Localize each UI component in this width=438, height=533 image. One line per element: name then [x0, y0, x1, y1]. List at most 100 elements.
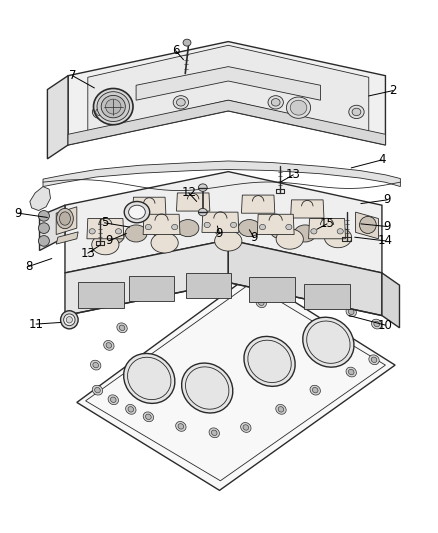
Ellipse shape — [176, 99, 185, 106]
Polygon shape — [65, 172, 381, 273]
Polygon shape — [355, 212, 378, 239]
Text: 9: 9 — [382, 193, 390, 206]
Text: 15: 15 — [319, 217, 334, 230]
Ellipse shape — [214, 231, 241, 251]
Ellipse shape — [244, 336, 294, 386]
Ellipse shape — [278, 407, 283, 412]
Text: 2: 2 — [388, 84, 396, 97]
Ellipse shape — [183, 39, 191, 46]
Ellipse shape — [181, 363, 232, 413]
Polygon shape — [47, 76, 68, 159]
Ellipse shape — [143, 412, 153, 422]
Polygon shape — [87, 219, 124, 239]
Ellipse shape — [240, 423, 251, 432]
Polygon shape — [39, 205, 65, 251]
Ellipse shape — [309, 385, 320, 395]
Ellipse shape — [178, 424, 183, 429]
Text: 7: 7 — [68, 69, 76, 82]
Text: 6: 6 — [171, 44, 179, 57]
Polygon shape — [241, 195, 274, 213]
Ellipse shape — [348, 369, 353, 375]
Ellipse shape — [151, 233, 178, 253]
Ellipse shape — [276, 229, 303, 249]
Ellipse shape — [124, 201, 149, 223]
Ellipse shape — [269, 222, 291, 239]
Ellipse shape — [351, 108, 360, 116]
Ellipse shape — [145, 224, 151, 230]
Polygon shape — [30, 187, 50, 211]
Ellipse shape — [238, 220, 260, 237]
Ellipse shape — [255, 298, 266, 308]
Ellipse shape — [302, 317, 353, 367]
Ellipse shape — [359, 216, 375, 233]
Ellipse shape — [57, 208, 73, 229]
Ellipse shape — [345, 367, 356, 377]
Ellipse shape — [64, 314, 75, 326]
Ellipse shape — [39, 223, 49, 233]
Ellipse shape — [290, 100, 306, 115]
Polygon shape — [228, 240, 381, 316]
Text: 9: 9 — [215, 227, 223, 240]
Ellipse shape — [310, 229, 316, 234]
Ellipse shape — [101, 95, 125, 118]
Polygon shape — [68, 42, 385, 145]
Ellipse shape — [97, 92, 129, 122]
Ellipse shape — [177, 220, 198, 237]
Ellipse shape — [211, 430, 216, 435]
Text: 9: 9 — [105, 235, 113, 247]
Ellipse shape — [108, 395, 118, 405]
Polygon shape — [249, 277, 294, 302]
Ellipse shape — [267, 95, 283, 109]
Ellipse shape — [95, 387, 100, 393]
Ellipse shape — [171, 224, 177, 230]
Polygon shape — [143, 214, 180, 235]
Ellipse shape — [60, 311, 78, 329]
Polygon shape — [65, 240, 228, 316]
Text: 13: 13 — [285, 168, 300, 181]
Ellipse shape — [93, 88, 133, 125]
Ellipse shape — [93, 362, 98, 368]
Ellipse shape — [106, 343, 111, 348]
Ellipse shape — [105, 99, 121, 114]
Polygon shape — [201, 212, 238, 232]
Polygon shape — [185, 273, 231, 298]
Ellipse shape — [312, 387, 317, 393]
Text: 9: 9 — [14, 207, 22, 220]
Ellipse shape — [198, 184, 207, 191]
Ellipse shape — [310, 298, 321, 308]
Ellipse shape — [39, 236, 49, 246]
Polygon shape — [132, 197, 166, 215]
Ellipse shape — [175, 422, 186, 431]
Ellipse shape — [66, 317, 72, 323]
Ellipse shape — [348, 106, 364, 119]
Text: 13: 13 — [80, 247, 95, 260]
Ellipse shape — [208, 428, 219, 438]
Ellipse shape — [293, 225, 315, 242]
Polygon shape — [77, 274, 394, 490]
Ellipse shape — [145, 414, 151, 419]
Ellipse shape — [110, 397, 116, 402]
Text: 5: 5 — [101, 216, 108, 229]
Text: 10: 10 — [377, 319, 392, 332]
Polygon shape — [304, 284, 349, 309]
Ellipse shape — [103, 341, 114, 350]
Ellipse shape — [124, 353, 174, 403]
Polygon shape — [56, 207, 77, 235]
Ellipse shape — [275, 405, 286, 414]
Ellipse shape — [373, 321, 378, 327]
Ellipse shape — [324, 228, 351, 248]
Polygon shape — [290, 200, 323, 218]
Ellipse shape — [173, 95, 188, 109]
Ellipse shape — [92, 235, 119, 255]
Ellipse shape — [102, 227, 124, 244]
Ellipse shape — [258, 300, 263, 305]
Ellipse shape — [281, 289, 286, 295]
Ellipse shape — [119, 325, 124, 330]
Polygon shape — [381, 273, 399, 328]
Ellipse shape — [230, 222, 236, 228]
Ellipse shape — [285, 224, 291, 230]
Polygon shape — [78, 282, 124, 308]
Ellipse shape — [313, 300, 318, 305]
Polygon shape — [128, 276, 174, 301]
Ellipse shape — [198, 208, 207, 216]
